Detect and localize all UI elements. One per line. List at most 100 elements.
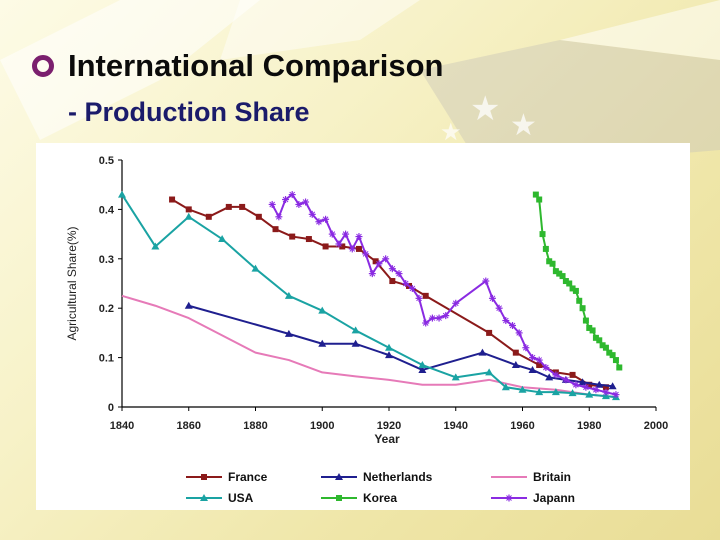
- data-point-netherlands: [284, 329, 293, 337]
- legend-item-france: France: [186, 470, 268, 484]
- data-point-korea: [546, 258, 553, 265]
- data-point-japann: [582, 383, 590, 391]
- data-point-japann: [502, 317, 510, 325]
- title-row: International Comparison: [32, 48, 443, 84]
- data-point-japann: [362, 250, 370, 258]
- series-usa: [118, 190, 620, 401]
- data-point-japann: [592, 386, 600, 394]
- data-point-netherlands: [318, 339, 327, 347]
- series-layer: [118, 190, 623, 401]
- data-point-japann: [315, 218, 323, 226]
- data-point-netherlands: [351, 339, 360, 347]
- data-point-usa: [418, 361, 427, 369]
- data-point-japann: [552, 371, 560, 379]
- data-point-netherlands: [418, 365, 427, 373]
- data-point-usa: [118, 190, 126, 198]
- data-point-france: [225, 203, 232, 210]
- data-point-korea: [606, 349, 613, 356]
- x-tick-label: 1900: [310, 420, 334, 432]
- data-point-korea: [602, 344, 609, 351]
- chart-axes: 0 0.1 0.2 0.3 0.4 0.5 1840 1860 1880 1900 1920 1940…: [65, 155, 668, 446]
- data-point-france: [486, 329, 493, 336]
- data-point-japann: [435, 314, 443, 322]
- data-point-japann: [322, 215, 330, 223]
- data-point-korea: [562, 278, 569, 285]
- data-point-japann: [612, 391, 620, 399]
- data-point-netherlands: [385, 351, 393, 359]
- data-point-japann: [342, 230, 350, 238]
- data-point-korea: [586, 324, 593, 331]
- data-point-japann: [482, 277, 490, 285]
- data-point-japann: [442, 312, 450, 320]
- y-axis-title: Agricultural Share(%): [65, 226, 79, 340]
- data-point-usa: [551, 388, 560, 396]
- data-point-korea: [549, 260, 556, 267]
- data-point-france: [272, 226, 279, 233]
- data-point-usa: [284, 291, 293, 299]
- data-point-usa: [535, 388, 544, 396]
- y-tick-label: 0: [108, 402, 114, 414]
- legend-marker-netherlands: [335, 473, 343, 480]
- data-point-france: [305, 236, 312, 243]
- legend-label-france: France: [228, 470, 268, 484]
- series-netherlands: [184, 301, 617, 390]
- data-point-japann: [508, 321, 516, 329]
- legend-item-netherlands: Netherlands: [321, 470, 433, 484]
- y-tick-label: 0.4: [99, 204, 115, 216]
- data-point-japann: [422, 319, 430, 327]
- data-point-netherlands: [184, 301, 193, 309]
- data-point-japann: [388, 265, 396, 273]
- chart-panel: 0 0.1 0.2 0.3 0.4 0.5 1840 1860 1880 1900 1920 1940…: [36, 143, 690, 510]
- data-point-korea: [542, 245, 549, 252]
- data-point-france: [602, 384, 609, 391]
- data-point-japann: [368, 270, 376, 278]
- y-tick-label: 0.3: [99, 254, 114, 266]
- data-point-france: [512, 349, 519, 356]
- data-point-japann: [522, 344, 530, 352]
- data-point-korea: [576, 297, 583, 304]
- x-tick-label: 2000: [644, 420, 668, 432]
- y-tick-label: 0.2: [99, 303, 114, 315]
- data-point-japann: [602, 388, 610, 396]
- slide-subtitle: - Production Share: [68, 97, 310, 127]
- data-point-japann: [355, 233, 363, 241]
- data-point-france: [239, 203, 246, 210]
- data-point-japann: [395, 270, 403, 278]
- data-point-japann: [275, 213, 283, 221]
- data-point-japann: [268, 200, 276, 208]
- series-korea: [532, 191, 623, 371]
- data-point-korea: [566, 280, 573, 287]
- data-point-korea: [552, 268, 559, 275]
- data-point-france: [255, 213, 262, 220]
- line-chart: 0 0.1 0.2 0.3 0.4 0.5 1840 1860 1880 1900 1920 1940…: [65, 155, 668, 505]
- legend-marker-korea: [336, 495, 342, 501]
- data-point-japann: [542, 363, 550, 371]
- data-point-japann: [375, 260, 383, 268]
- slide-title: International Comparison: [68, 48, 444, 83]
- data-point-usa: [151, 242, 160, 250]
- data-point-japann: [529, 354, 537, 362]
- legend-item-japann: Japann: [491, 491, 575, 505]
- data-point-korea: [599, 342, 606, 349]
- legend-marker-japann: [505, 494, 513, 502]
- legend-label-netherlands: Netherlands: [363, 470, 433, 484]
- data-point-japann: [572, 381, 580, 389]
- series-line-korea: [535, 194, 621, 368]
- data-point-usa: [501, 383, 510, 391]
- data-point-usa: [585, 390, 594, 398]
- data-point-japann: [562, 376, 570, 384]
- data-point-japann: [348, 245, 356, 253]
- chart-legend: France Netherlands Britain USA Korea Japann: [186, 470, 575, 505]
- data-point-japann: [308, 210, 316, 218]
- data-point-netherlands: [578, 378, 587, 386]
- data-point-netherlands: [511, 361, 520, 369]
- data-point-korea: [556, 270, 563, 277]
- series-line-britain: [121, 294, 617, 399]
- data-point-usa: [184, 212, 193, 220]
- data-point-japann: [328, 230, 336, 238]
- legend-item-britain: Britain: [491, 470, 571, 484]
- data-point-france: [586, 381, 593, 388]
- data-point-korea: [616, 364, 623, 371]
- data-point-france: [322, 243, 329, 250]
- data-point-japann: [515, 329, 523, 337]
